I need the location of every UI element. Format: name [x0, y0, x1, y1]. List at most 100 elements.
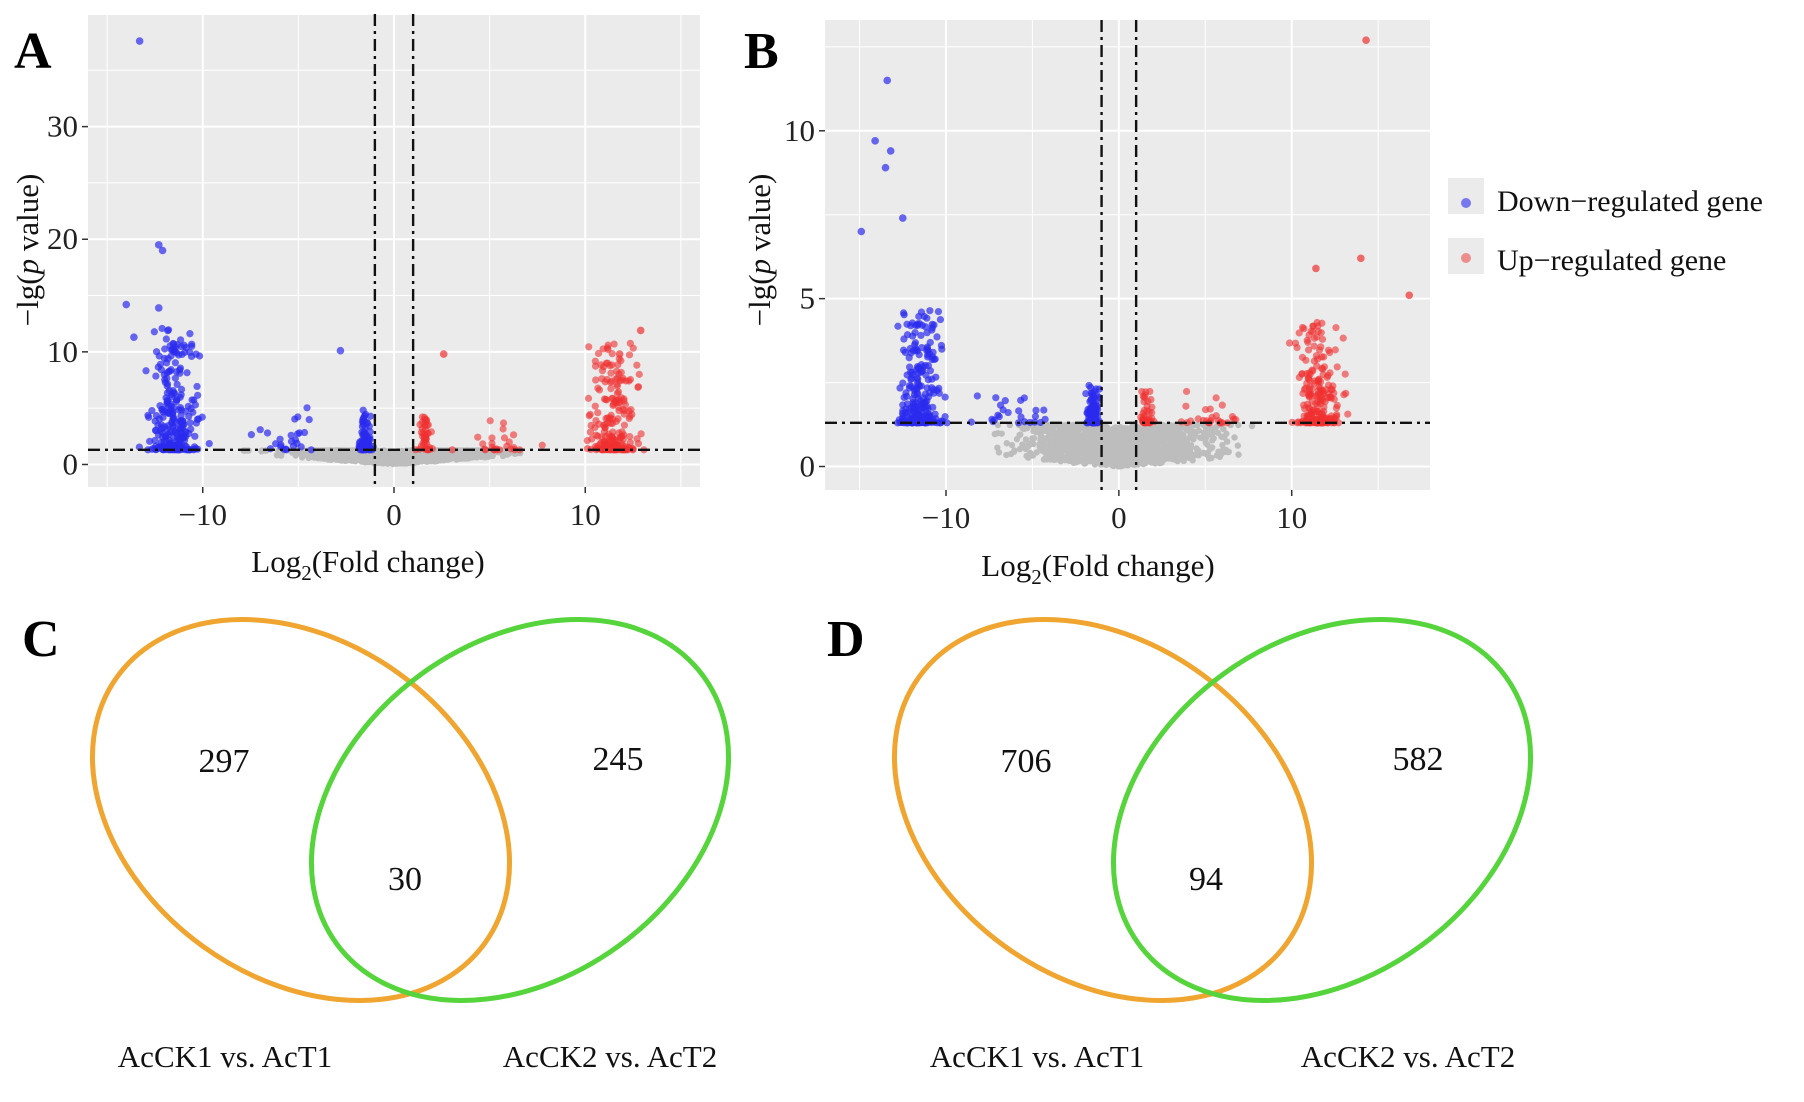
nonsignificant-point — [1209, 425, 1216, 432]
up-regulated-point — [1331, 346, 1339, 354]
down-regulated-point — [161, 375, 169, 384]
up-regulated-point — [604, 345, 612, 354]
nonsignificant-point — [278, 452, 285, 459]
nonsignificant-point — [1164, 445, 1171, 453]
nonsignificant-point — [1139, 425, 1147, 433]
nonsignificant-point — [994, 421, 1002, 429]
nonsignificant-point — [1089, 429, 1097, 436]
x-axis-ticks: −10 0 10 — [922, 490, 1307, 535]
nonsignificant-point — [1157, 431, 1164, 438]
up-regulated-point — [499, 419, 508, 427]
y-axis-ticks: 0 5 10 — [784, 113, 825, 484]
down-regulated-point — [148, 406, 156, 415]
up-regulated-point — [1311, 392, 1319, 400]
up-regulated-point — [1304, 346, 1313, 354]
nonsignificant-point — [1047, 436, 1054, 443]
up-regulated-point — [1317, 378, 1325, 386]
down-regulated-points — [122, 37, 377, 454]
up-regulated-point — [1340, 391, 1348, 399]
up-regulated-point — [1308, 366, 1316, 374]
up-regulated-point — [586, 428, 595, 436]
nonsignificant-point — [991, 430, 999, 438]
up-regulated-point — [607, 411, 615, 419]
nonsignificant-point — [1037, 431, 1044, 439]
up-regulated-point — [505, 438, 513, 446]
up-regulated-point — [1302, 370, 1311, 378]
venn-label-right: AcCK2 vs. AcT2 — [503, 1039, 717, 1074]
nonsignificant-point — [1121, 425, 1128, 432]
nonsignificant-point — [402, 453, 410, 461]
down-regulated-point — [915, 364, 923, 372]
up-regulated-point — [1317, 343, 1325, 351]
up-regulated-point — [1357, 254, 1365, 263]
down-regulated-point — [937, 341, 946, 350]
down-regulated-point — [291, 436, 300, 444]
nonsignificant-point — [1109, 456, 1116, 463]
nonsignificant-point — [1045, 449, 1052, 457]
up-regulated-point — [1303, 379, 1311, 387]
down-regulated-point — [941, 393, 949, 401]
up-regulated-point — [628, 410, 636, 419]
nonsignificant-point — [1186, 451, 1193, 458]
down-regulated-point — [152, 372, 160, 380]
down-regulated-point — [924, 362, 933, 370]
venn-label-right: AcCK2 vs. AcT2 — [1301, 1039, 1515, 1074]
up-regulated-point — [1310, 342, 1318, 350]
down-regulated-point — [183, 369, 191, 377]
up-regulated-point — [1312, 408, 1320, 416]
up-regulated-point — [423, 439, 431, 448]
down-regulated-point — [188, 342, 196, 350]
up-regulated-point — [1212, 394, 1220, 402]
up-regulated-point — [538, 441, 546, 449]
panel-c: C 297 30 245 AcCK1 vs. AcT1 AcCK2 vs. Ac… — [22, 611, 732, 1074]
down-regulated-point — [1087, 403, 1095, 412]
nonsignificant-point — [1127, 460, 1135, 468]
up-regulated-point — [1318, 419, 1326, 427]
up-regulated-point — [591, 423, 599, 432]
nonsignificant-point — [1087, 436, 1094, 444]
up-regulated-point — [1182, 387, 1191, 396]
nonsignificant-point — [1110, 425, 1117, 433]
down-regulated-point — [176, 336, 185, 344]
nonsignificant-point — [1160, 437, 1167, 445]
up-regulated-point — [591, 362, 600, 370]
y-tick-label: 0 — [63, 446, 79, 481]
panel-a: A −10 0 10 0 10 20 30 Log2(Fold change) … — [10, 13, 700, 585]
down-regulated-point — [857, 227, 866, 236]
nonsignificant-point — [1094, 439, 1101, 447]
up-regulated-point — [614, 415, 622, 423]
nonsignificant-point — [320, 454, 328, 461]
nonsignificant-point — [1030, 427, 1037, 435]
up-regulated-point — [1344, 410, 1352, 418]
threshold-lines — [825, 20, 1430, 490]
nonsignificant-point — [1182, 438, 1189, 445]
nonsignificant-point — [504, 451, 511, 458]
down-regulated-point — [923, 384, 931, 392]
nonsignificant-point — [1129, 441, 1137, 449]
up-regulated-point — [1146, 387, 1154, 396]
up-regulated-point — [598, 433, 606, 441]
up-regulated-point — [615, 407, 623, 415]
down-regulated-point — [191, 432, 199, 440]
up-regulated-point — [1326, 369, 1334, 377]
up-regulated-point — [1326, 348, 1334, 357]
nonsignificant-point — [1082, 460, 1089, 467]
nonsignificant-point — [1030, 435, 1038, 442]
nonsignificant-point — [1056, 422, 1063, 430]
up-regulated-point — [1285, 339, 1294, 347]
nonsignificant-point — [1195, 450, 1202, 457]
up-regulated-point — [620, 421, 629, 429]
down-regulated-point — [163, 398, 171, 406]
threshold-lines — [88, 14, 700, 487]
up-regulated-point — [427, 428, 435, 436]
down-regulated-point — [988, 415, 996, 423]
down-regulated-point — [894, 322, 902, 330]
nonsignificant-point — [1019, 441, 1026, 448]
nonsignificant-point — [1146, 457, 1154, 465]
up-regulated-point — [1309, 328, 1317, 336]
nonsignificant-point — [1069, 431, 1076, 438]
y-axis-title: −lg(p value) — [10, 174, 45, 327]
nonsignificant-point — [1010, 448, 1018, 455]
down-regulated-point — [150, 328, 158, 336]
nonsignificant-points — [991, 421, 1256, 470]
